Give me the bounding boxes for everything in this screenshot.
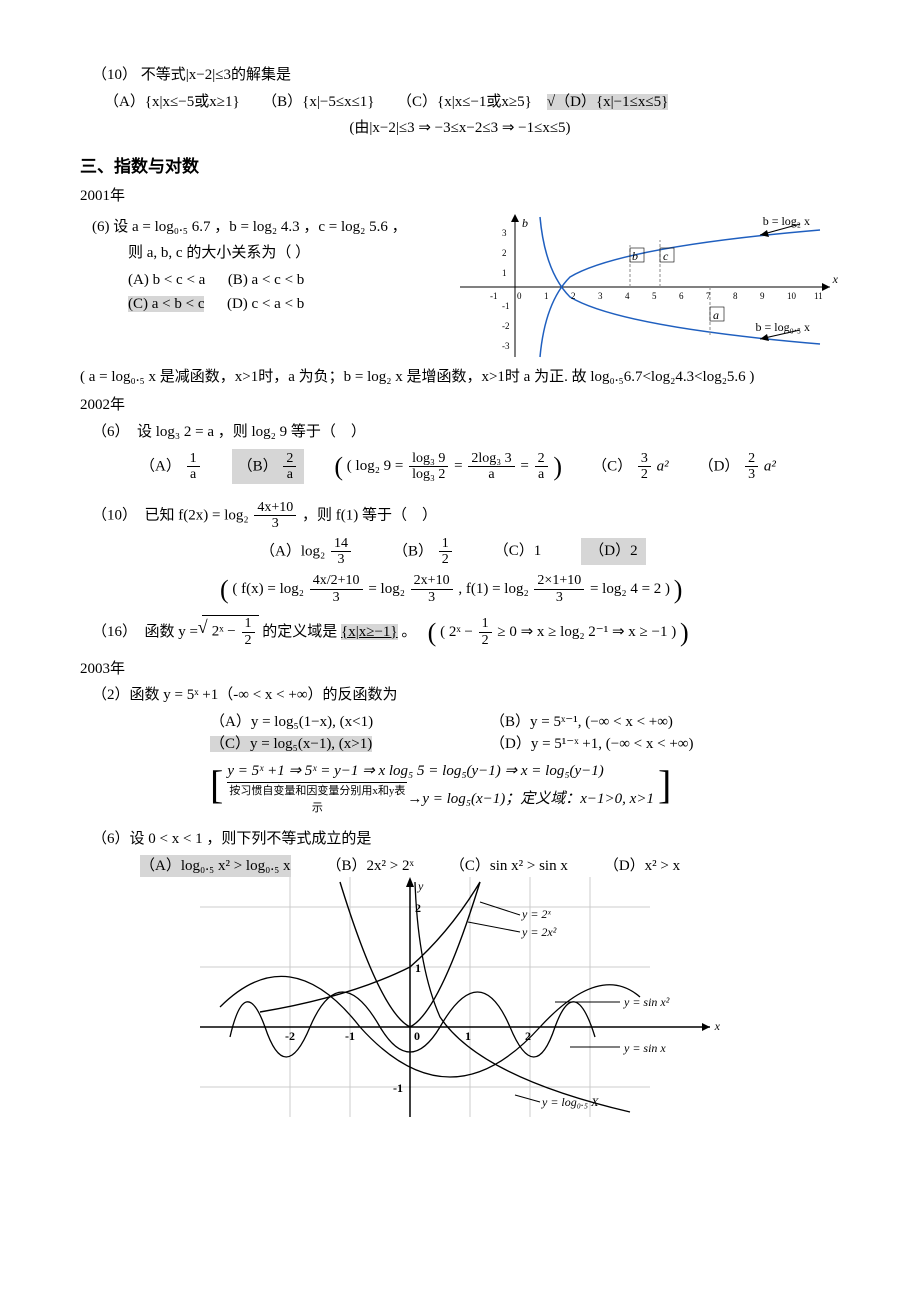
y2001-optD: (D) c < a < b: [227, 296, 304, 312]
c2-2y: 2: [415, 899, 421, 917]
chart-2003: y x 0 1 2 -1 -2 1 2 -1 y = 2ˣ y = 2x² y …: [200, 877, 720, 1117]
y2003-q6-C: （C）sin x² > sin x: [450, 855, 568, 878]
c2-lc: y = sin x²: [624, 993, 669, 1011]
y2001-q6-row1: (A) b < c < a (B) a < c < b: [128, 269, 450, 292]
q10-optB: （B）{x|−5≤x≤1}: [262, 94, 374, 110]
c2-1y: 1: [415, 959, 421, 977]
y2003-q2-opts: （A）y = log₅(1−x), (x<1) （B）y = 5ˣ⁻¹, (−∞…: [210, 711, 840, 817]
c2-ld: y = sin x: [624, 1039, 666, 1057]
q10-optC: （C）{x|x≤−1或x≥5}: [397, 94, 532, 110]
y2002-q6-explain: ( ( log₂ 9 = log₃ 9log₃ 2 = 2log₃ 3a = 2…: [334, 447, 562, 486]
y2003-q2-D: （D）y = 5¹⁻ˣ +1, (−∞ < x < +∞): [490, 733, 693, 756]
q10-stem: 不等式|x−2|≤3的解集是: [141, 67, 291, 83]
q10-opts: （A）{x|x≤−5或x≥1} （B）{x|−5≤x≤1} （C）{x|x≤−1…: [104, 91, 840, 114]
axis-x: x: [833, 270, 838, 288]
c2-x: x: [715, 1017, 720, 1035]
y2003-q2-row1: （A）y = log₅(1−x), (x<1) （B）y = 5ˣ⁻¹, (−∞…: [210, 711, 840, 734]
y2003-q6-B: （B）2x² > 2ˣ: [327, 855, 414, 878]
y2002-q10-opts: （A）log₂ 143 （B） 12 （C）1 （D）2: [260, 536, 840, 568]
axis-b: b: [522, 214, 528, 232]
c2-1x: 1: [465, 1027, 471, 1045]
y2002-q6-C: （C） 32 a²: [592, 451, 669, 483]
year-2002: 2002年: [80, 394, 840, 417]
chart-2001: b x b = log₂ x b = log₀.₅ x b c a -10123…: [460, 212, 840, 362]
y2002-q16: （16） 函数 y = 2ˣ − 12 的定义域是 {x|x≥−1} 。 ( (…: [92, 613, 840, 652]
y2003-q2-row2: （C）y = log₅(x−1), (x>1) （D）y = 5¹⁻ˣ +1, …: [210, 733, 840, 756]
y2002-q6-A: （A） 1a: [140, 451, 202, 483]
y2002-q10-A: （A）log₂ 143: [260, 536, 353, 568]
y2003-q2-explain: [ y = 5ˣ +1 ⇒ 5ˣ = y−1 ⇒ x log₅ 5 = log₅…: [210, 760, 840, 817]
q10: （10） 不等式|x−2|≤3的解集是: [92, 64, 840, 87]
lbl-a: a: [713, 306, 719, 324]
y2001-q6-l1: (6) 设 a = log₀.₅ 6.7 ，b = log₂ 4.3 ，c = …: [92, 216, 450, 239]
c2-0: 0: [414, 1027, 420, 1045]
y2003-q2-e1: y = 5ˣ +1 ⇒ 5ˣ = y−1 ⇒ x log₅ 5 = log₅(y…: [227, 760, 654, 783]
q10-label: （10）: [92, 67, 137, 83]
y2001-q6-row2: (C) a < b < c (D) c < a < b: [128, 293, 450, 316]
y2002-q6-opts: （A） 1a （B） 2a ( ( log₂ 9 = log₃ 9log₃ 2 …: [140, 447, 840, 486]
y2001-optC: (C) a < b < c: [128, 296, 204, 312]
c2-lb: y = 2x²: [522, 923, 556, 941]
y2003-q6-opts: （A）log₀.₅ x² > log₀.₅ x （B）2x² > 2ˣ （C）s…: [140, 855, 840, 878]
year-2003: 2003年: [80, 658, 840, 681]
y2002-q10-stem: （10） 已知 f(2x) = log₂ 4x+103 ，则 f(1) 等于（ …: [92, 500, 840, 532]
y2002-q10-C: （C）1: [494, 540, 542, 563]
row-2001: (6) 设 a = log₀.₅ 6.7 ，b = log₂ 4.3 ，c = …: [80, 212, 840, 362]
y2003-q2-C: （C）y = log₅(x−1), (x>1): [210, 736, 372, 752]
y2001-optA: (A) b < c < a: [128, 272, 205, 288]
y2002-q6-D: （D） 23 a²: [699, 451, 776, 483]
y2001-explain: ( a = log₀.₅ x 是减函数，x>1时，a 为负；b = log₂ x…: [80, 366, 840, 389]
y2001-optB: (B) a < c < b: [228, 272, 304, 288]
y2003-q6-A: （A）log₀.₅ x² > log₀.₅ x: [140, 855, 291, 878]
lbl-c: c: [663, 247, 668, 265]
section-title: 三、指数与对数: [80, 154, 840, 180]
y2003-q6-stem: （6）设 0 < x < 1 ，则下列不等式成立的是: [92, 828, 840, 851]
y2002-q10-B: （B） 12: [393, 536, 454, 568]
y2003-q2-e2row: 按习惯自变量和因变量分别用x和y表示 → y = log₅(x−1)；定义域：x…: [227, 782, 654, 816]
sqrt-expr: 2ˣ − 12: [202, 615, 259, 648]
y2002-q10-explain: ( ( f(x) = log₂ 4x/2+103 = log₂ 2x+103 ,…: [220, 570, 840, 609]
q10-explain: (由|x−2|≤3 ⇒ −3≤x−2≤3 ⇒ −1≤x≤5): [80, 117, 840, 140]
y2002-q6-stem: （6） 设 log₃ 2 = a ，则 log₂ 9 等于（ ）: [92, 421, 840, 444]
y2002-q10-D: （D）2: [581, 538, 645, 565]
lbl-top: b = log₂ x: [763, 212, 810, 230]
y2003-q2-stem: （2）函数 y = 5ˣ +1（-∞ < x < +∞）的反函数为: [92, 684, 840, 707]
q10-optA: （A）{x|x≤−5或x≥1}: [104, 94, 240, 110]
y2003-q2-A: （A）y = log₅(1−x), (x<1): [210, 711, 490, 734]
y2001-q6-l2: 则 a, b, c 的大小关系为（ ）: [128, 242, 450, 265]
c2-la: y = 2ˣ: [522, 905, 551, 923]
c2-m2: -2: [285, 1027, 295, 1045]
lbl-b: b: [632, 247, 638, 265]
q10-optD: √（D）{x|−1≤x≤5}: [547, 94, 668, 110]
c2-y: y: [418, 877, 423, 895]
year-2001: 2001年: [80, 185, 840, 208]
c2-2x: 2: [525, 1027, 531, 1045]
lbl-bot: b = log₀.₅ x: [756, 318, 810, 336]
col-2001-text: (6) 设 a = log₀.₅ 6.7 ，b = log₂ 4.3 ，c = …: [80, 212, 450, 318]
y2003-q6-D: （D）x² > x: [604, 855, 680, 878]
chart-2001-svg: [460, 212, 840, 362]
y2003-q2-B: （B）y = 5ˣ⁻¹, (−∞ < x < +∞): [490, 711, 673, 734]
y2002-q16-ans: {x|x≥−1}: [341, 624, 398, 640]
c2-le: y = log₀.₅ X: [542, 1093, 598, 1111]
c2-m1y: -1: [393, 1079, 403, 1097]
c2-m1: -1: [345, 1027, 355, 1045]
y2002-q6-B: （B） 2a: [232, 449, 305, 485]
